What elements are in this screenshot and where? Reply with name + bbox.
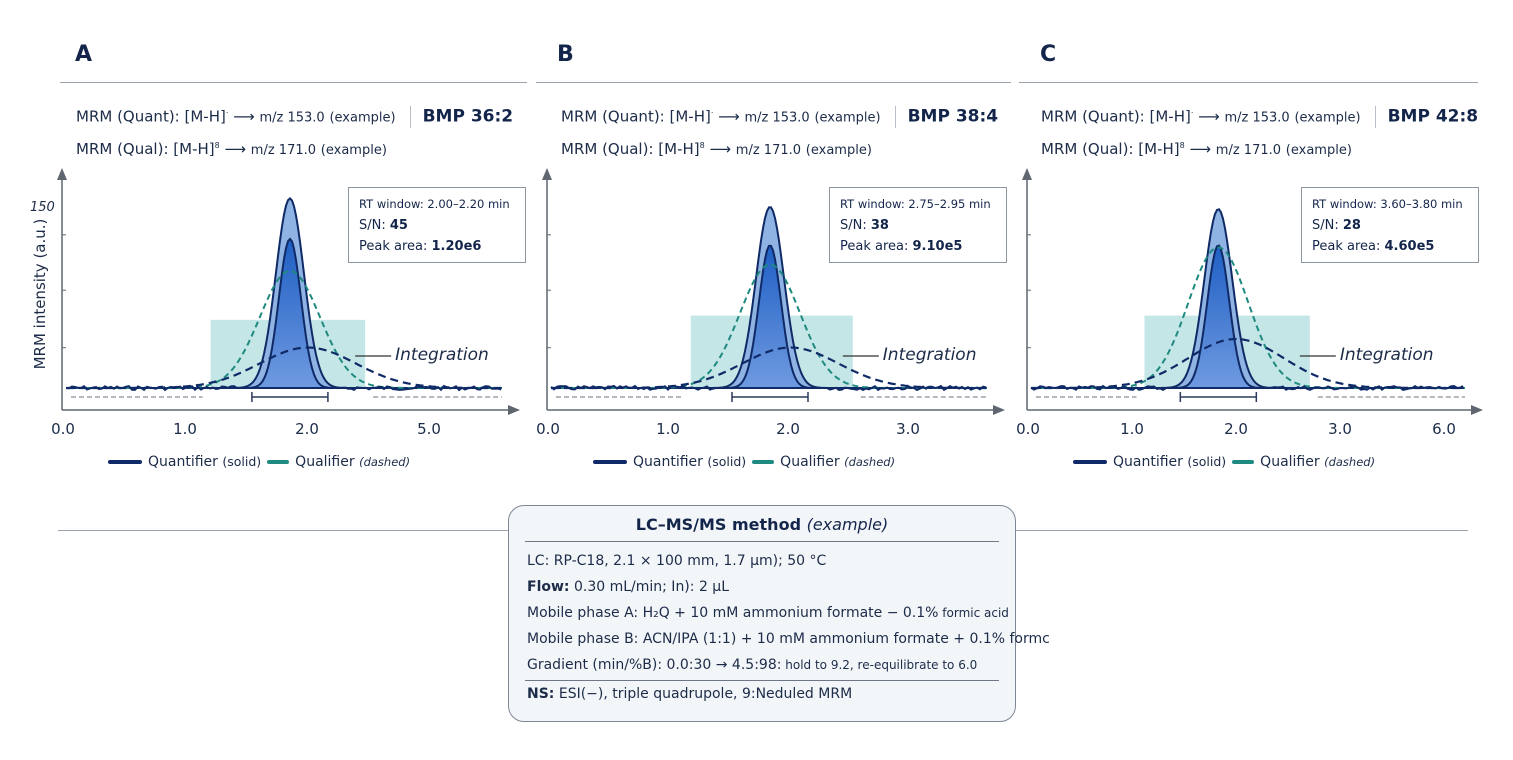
peak-info-box: RT window: 3.60–3.80 min S/N: 28 Peak area… [1301, 187, 1479, 263]
legend: Quantifier (solid) Qualifier (dashed) [108, 454, 410, 470]
peak-width-bracket [251, 392, 329, 402]
x-axis-arrow [1471, 405, 1483, 415]
peak-area: Peak area: 9.10e5 [840, 239, 963, 254]
qual-transition: MRM (Qual): [M-H]8 ⟶ m/z 171.0 (example) [561, 140, 872, 158]
y-tick-label: 150 [30, 200, 55, 215]
legend-qualifier: Qualifier (dashed) [295, 454, 411, 470]
signal-to-noise: S/N: 38 [840, 218, 889, 233]
x-tick-label: 2.0 [776, 420, 800, 438]
method-ms: NS: ESI(−), triple quadrupole, 9:Neduled… [527, 686, 853, 702]
x-tick-label: 2.0 [1224, 420, 1248, 438]
method-title: LC–MS/MS method (example) [635, 515, 889, 534]
peak-info-box: RT window: 2.75–2.95 min S/N: 38 Peak area… [829, 187, 1007, 263]
quantifier-baseline [1030, 384, 1464, 392]
legend-quantifier: Quantifier (solid) [1113, 454, 1227, 470]
y-axis-arrow [57, 168, 67, 180]
x-tick-label: 2.0 [295, 420, 319, 438]
quantifier-baseline [550, 384, 987, 392]
rt-window: RT window: 3.60–3.80 min [1312, 197, 1463, 211]
qualifier-swatch [752, 460, 775, 464]
method-box: LC–MS/MS method (example) LC: RP-C18, 2.… [508, 505, 1050, 722]
quant-transition: MRM (Quant): [M-H]· ⟶ m/z 153.0 (example… [561, 106, 999, 128]
analyte-name: BMP 42:8 [1387, 106, 1479, 127]
analyte-name: BMP 38:4 [907, 106, 999, 127]
x-tick-label: 6.0 [1432, 420, 1456, 438]
legend: Quantifier (solid) Qualifier (dashed) [1073, 454, 1375, 470]
quantifier-peak-inner [551, 244, 987, 389]
y-axis-arrow [1022, 168, 1032, 180]
qual-transition: MRM (Qual): [M-H]8 ⟶ m/z 171.0 (example) [76, 140, 387, 158]
panel-divider [1019, 82, 1478, 83]
panel-letter: C [1040, 42, 1057, 67]
x-tick-label: 0.0 [1016, 420, 1040, 438]
quant-transition: MRM (Quant): [M-H]· ⟶ m/z 153.0 (example… [76, 106, 514, 128]
method-gradient: Gradient (min/%B): 0.0:30 → 4.5:98: hold… [527, 657, 978, 673]
qual-transition: MRM (Qual): [M-H]8 ⟶ m/z 171.0 (example) [1041, 140, 1352, 158]
legend-quantifier: Quantifier (solid) [148, 454, 262, 470]
peak-width-bracket [731, 392, 809, 402]
quantifier-swatch [1073, 460, 1107, 464]
panel-letter: B [557, 42, 574, 67]
method-lc: LC: RP-C18, 2.1 × 100 mm, 1.7 µm); 50 °C [527, 553, 827, 569]
integration-label: Integration [395, 345, 489, 365]
peak-area: Peak area: 4.60e5 [1312, 239, 1435, 254]
panel-divider [536, 82, 1011, 83]
method-mobile-b: Mobile phase B: ACN/IPA (1:1) + 10 mM am… [527, 631, 1050, 647]
legend: Quantifier (solid) Qualifier (dashed) [593, 454, 895, 470]
panel-divider [60, 82, 527, 83]
quantifier-swatch [593, 460, 627, 464]
x-axis-arrow [508, 405, 520, 415]
x-tick-label: 3.0 [896, 420, 920, 438]
x-tick-label: 0.0 [51, 420, 75, 438]
method-mobile-a: Mobile phase A: H₂Q + 10 mM ammonium for… [527, 605, 1009, 621]
quant-transition: MRM (Quant): [M-H]· ⟶ m/z 153.0 (example… [1041, 106, 1479, 128]
x-tick-label: 5.0 [417, 420, 441, 438]
integration-label: Integration [1339, 345, 1434, 365]
divider [525, 541, 999, 542]
quantifier-swatch [108, 460, 142, 464]
qualifier-swatch [267, 460, 290, 464]
divider [525, 680, 999, 681]
signal-to-noise: S/N: 28 [1312, 218, 1361, 233]
method-flow: Flow: 0.30 mL/min; In): 2 µL [527, 579, 730, 595]
peak-width-bracket [1179, 392, 1258, 402]
integration-label: Integration [882, 345, 977, 365]
qualifier-swatch [1232, 460, 1255, 464]
legend-qualifier: Qualifier (dashed) [780, 454, 896, 470]
y-axis-arrow [542, 168, 552, 180]
analyte-name: BMP 36:2 [422, 106, 514, 127]
legend-quantifier: Quantifier (solid) [633, 454, 747, 470]
legend-qualifier: Qualifier (dashed) [1260, 454, 1376, 470]
panel-letter: A [75, 42, 93, 67]
x-tick-label: 1.0 [173, 420, 197, 438]
y-axis-label: MRM intensity (a.u.) [31, 218, 49, 370]
rt-window: RT window: 2.00–2.20 min [359, 197, 510, 211]
x-tick-label: 3.0 [1328, 420, 1352, 438]
quantifier-baseline [65, 384, 502, 392]
quantifier-broad-trace [66, 346, 502, 390]
signal-to-noise: S/N: 45 [359, 218, 408, 233]
x-tick-label: 0.0 [536, 420, 560, 438]
peak-info-box: RT window: 2.00–2.20 min S/N: 45 Peak area… [348, 187, 526, 263]
x-tick-label: 1.0 [1120, 420, 1144, 438]
x-axis-arrow [993, 405, 1005, 415]
rt-window: RT window: 2.75–2.95 min [840, 197, 991, 211]
peak-area: Peak area: 1.20e6 [359, 239, 482, 254]
x-tick-label: 1.0 [656, 420, 680, 438]
